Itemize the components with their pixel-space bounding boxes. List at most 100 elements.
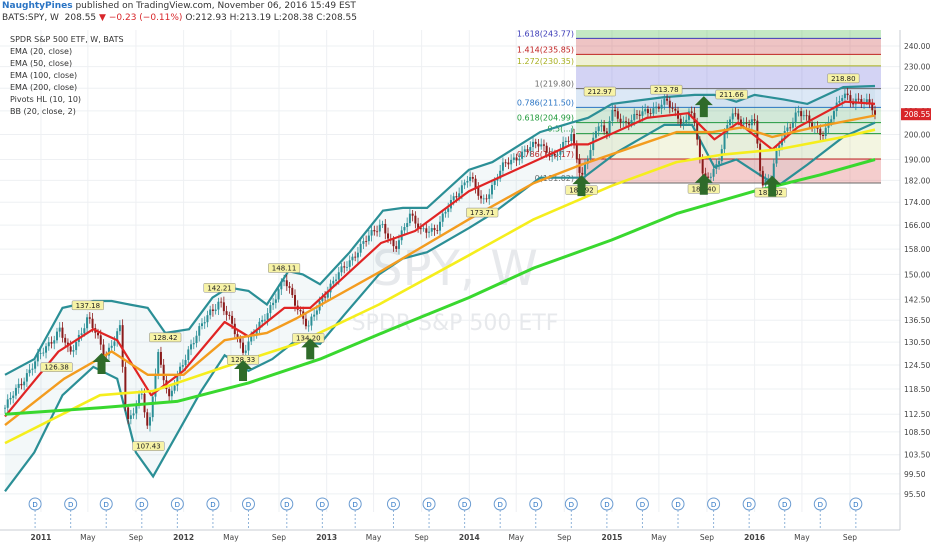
dividend-marker-icon bbox=[671, 497, 685, 511]
candle-body bbox=[512, 157, 515, 160]
candle-body bbox=[23, 381, 26, 386]
dividend-marker-label: D bbox=[246, 501, 251, 509]
candle-body bbox=[184, 360, 187, 366]
dividend-marker-icon bbox=[493, 497, 507, 511]
candle-body bbox=[211, 309, 214, 311]
candle-body bbox=[419, 228, 422, 230]
candle-body bbox=[403, 227, 406, 231]
candle-body bbox=[816, 127, 819, 129]
candle-body bbox=[181, 365, 184, 367]
candle-body bbox=[324, 296, 327, 298]
candle-body bbox=[772, 163, 775, 179]
pivot-label-box bbox=[715, 89, 748, 100]
candle-body bbox=[313, 314, 316, 317]
candle-body bbox=[80, 333, 83, 335]
fib-zone bbox=[576, 107, 881, 123]
candle-body bbox=[406, 223, 409, 228]
indicator-legend-item[interactable]: Pivots HL (10, 10) bbox=[10, 95, 82, 104]
candle-body bbox=[239, 338, 242, 343]
x-tick-label: May bbox=[80, 533, 96, 542]
candle-body bbox=[45, 346, 48, 353]
candle-body bbox=[857, 98, 860, 100]
x-tick-label: 2016 bbox=[744, 533, 765, 542]
candle-body bbox=[499, 170, 502, 179]
candle-body bbox=[299, 309, 302, 312]
publish-line: NaughtyPines published on TradingView.co… bbox=[2, 1, 356, 11]
pivot-label-text: 173.71 bbox=[470, 209, 495, 217]
watermark-symbol: SPY, W bbox=[372, 241, 538, 297]
candle-body bbox=[690, 111, 693, 113]
candle-body bbox=[315, 310, 318, 315]
candle-body bbox=[86, 317, 89, 329]
candle-body bbox=[808, 115, 811, 123]
candle-body bbox=[455, 196, 458, 198]
candle-body bbox=[192, 343, 195, 345]
candle-body bbox=[173, 385, 176, 391]
candle-body bbox=[646, 109, 649, 114]
fib-level-label: 0.786(211.50) bbox=[517, 98, 574, 107]
pivot-label: 173.71 bbox=[466, 207, 499, 218]
candle-body bbox=[135, 404, 138, 414]
dividend-marker-icon bbox=[315, 497, 329, 511]
fib-level-label: 0.618(204.99) bbox=[517, 114, 574, 123]
candle-body bbox=[460, 185, 463, 194]
candle-body bbox=[381, 223, 384, 225]
candle-body bbox=[679, 118, 682, 124]
pivot-label: 212.97 bbox=[583, 86, 616, 97]
pivot-label-box bbox=[827, 73, 860, 84]
candle-body bbox=[739, 119, 742, 125]
dividend-marker-label: D bbox=[352, 501, 357, 509]
candle-body bbox=[592, 137, 595, 151]
dividend-marker-icon bbox=[348, 497, 362, 511]
candle-body bbox=[277, 289, 280, 300]
candle-body bbox=[107, 347, 110, 356]
x-tick-label: 2011 bbox=[31, 533, 52, 542]
candle-body bbox=[507, 162, 510, 165]
indicator-legend-item[interactable]: EMA (50, close) bbox=[10, 59, 73, 68]
candle-body bbox=[704, 173, 707, 177]
candle-body bbox=[261, 319, 264, 322]
candle-body bbox=[91, 318, 94, 329]
candle-body bbox=[597, 126, 600, 132]
candle-body bbox=[824, 127, 827, 136]
candle-body bbox=[392, 239, 395, 247]
fib-level-label: 1.618(243.77) bbox=[517, 29, 574, 38]
candle-body bbox=[496, 178, 499, 181]
candle-body bbox=[832, 111, 835, 120]
dividend-marker-icon bbox=[707, 497, 721, 511]
candle-body bbox=[47, 342, 50, 347]
candle-body bbox=[61, 327, 64, 338]
indicator-legend-item[interactable]: BB (20, close, 2) bbox=[10, 107, 76, 116]
candle-body bbox=[630, 120, 633, 125]
candle-body bbox=[638, 114, 641, 116]
dividend-marker-label: D bbox=[175, 501, 180, 509]
pivot-label-text: 134.20 bbox=[296, 334, 321, 342]
pivot-label-box bbox=[203, 283, 236, 293]
candle-body bbox=[526, 149, 529, 151]
candle-body bbox=[244, 350, 247, 353]
candle-body bbox=[220, 301, 223, 303]
indicator-legend-item[interactable]: SPDR S&P 500 ETF, W, BATS bbox=[10, 35, 124, 44]
candle-body bbox=[55, 331, 58, 341]
x-tick-label: May bbox=[508, 533, 524, 542]
indicator-legend-item[interactable]: EMA (200, close) bbox=[10, 83, 78, 92]
last-price-marker-label: 208.55 bbox=[904, 110, 930, 119]
fib-level-label: 1.414(235.85) bbox=[517, 45, 574, 54]
candle-body bbox=[718, 161, 721, 165]
candle-body bbox=[17, 383, 20, 388]
y-tick-label: 174.00 bbox=[904, 198, 930, 207]
candle-body bbox=[729, 119, 731, 126]
candle-body bbox=[551, 154, 554, 157]
candle-body bbox=[127, 407, 130, 419]
fib-zone bbox=[576, 54, 881, 66]
author-link[interactable]: NaughtyPines bbox=[2, 1, 73, 11]
candle-body bbox=[616, 111, 619, 119]
fib-level-label: 1.272(230.35) bbox=[517, 57, 574, 66]
candle-body bbox=[291, 287, 294, 296]
indicator-legend-item[interactable]: EMA (20, close) bbox=[10, 47, 73, 56]
candle-body bbox=[159, 351, 162, 365]
candle-body bbox=[671, 107, 674, 109]
indicator-legend-item[interactable]: EMA (100, close) bbox=[10, 71, 78, 80]
candle-body bbox=[280, 281, 283, 290]
